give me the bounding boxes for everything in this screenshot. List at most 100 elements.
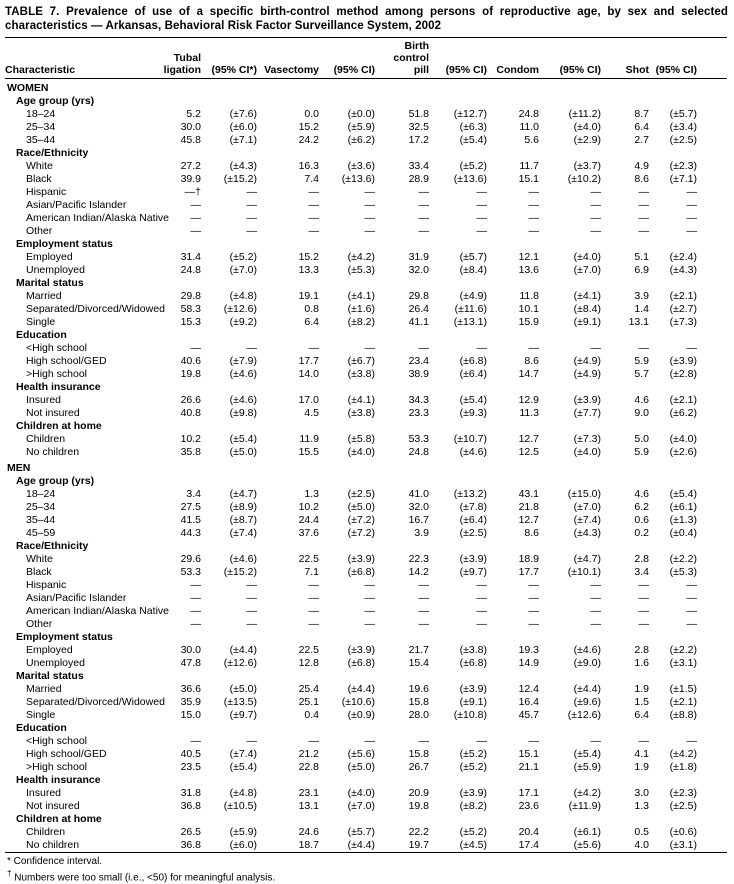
ci-cell: — <box>686 186 698 198</box>
value-cell: 23.4 <box>408 355 429 367</box>
group-label: Children at home <box>16 420 102 432</box>
group-row: Age group (yrs) <box>5 95 727 108</box>
ci-cell: — <box>364 186 376 198</box>
value-cell: 19.6 <box>408 683 429 695</box>
row-characteristic: White <box>26 553 53 565</box>
value-cell: 17.2 <box>408 134 429 146</box>
value-cell: 44.3 <box>180 527 201 539</box>
row-characteristic: Not insured <box>26 800 80 812</box>
ci-cell: (±3.1) <box>669 839 697 851</box>
ci-cell: (±12.6) <box>567 709 601 721</box>
ci-cell: (±5.2) <box>229 251 257 263</box>
table-row: No children 36.8 (±6.0) 18.7 (±4.4) 19.7 (±4.5… <box>5 839 727 853</box>
value-cell: 32.0 <box>408 264 429 276</box>
ci-cell: (±12.6) <box>223 657 257 669</box>
ci-cell: (±7.3) <box>573 433 601 445</box>
group-row: Health insurance <box>5 774 727 787</box>
ci-cell: — <box>246 225 258 237</box>
ci-cell: — <box>476 592 488 604</box>
ci-cell: (±6.0) <box>229 121 257 133</box>
value-cell: 22.5 <box>298 644 319 656</box>
row-characteristic: No children <box>26 839 80 851</box>
table-row: Not insured 36.8 (±10.5) 13.1 (±7.0) 19.8 (±8.… <box>5 800 727 813</box>
value-cell: 9.0 <box>634 407 649 419</box>
value-cell: 5.6 <box>524 134 539 146</box>
ci-cell: (±2.5) <box>669 800 697 812</box>
value-cell: 39.9 <box>180 173 201 185</box>
row-characteristic: Unemployed <box>26 657 85 669</box>
value-cell: 0.5 <box>634 826 649 838</box>
ci-cell: (±4.2) <box>669 748 697 760</box>
value-cell: 31.8 <box>180 787 201 799</box>
table-row: Separated/Divorced/Widowed 35.9 (±13.5) 25.… <box>5 696 727 709</box>
ci-cell: (±4.6) <box>229 553 257 565</box>
row-characteristic: Insured <box>26 394 62 406</box>
ci-cell: (±6.2) <box>347 134 375 146</box>
ci-cell: (±8.4) <box>573 303 601 315</box>
ci-cell: (±7.1) <box>669 173 697 185</box>
value-cell: — <box>528 225 540 237</box>
section-label: MEN <box>7 462 31 474</box>
ci-cell: (±3.8) <box>347 368 375 380</box>
group-row: Health insurance <box>5 381 727 394</box>
ci-cell: (±5.2) <box>459 748 487 760</box>
row-characteristic: White <box>26 160 53 172</box>
value-cell: 45.8 <box>180 134 201 146</box>
table-row: White 27.2 (±4.3) 16.3 (±3.6) 33.4 (±5.2) 11.7 (… <box>5 160 727 173</box>
value-cell: — <box>308 342 320 354</box>
value-cell: — <box>528 735 540 747</box>
value-cell: — <box>418 592 430 604</box>
table-row: American Indian/Alaska Native — — — — — — — — — — <box>5 605 727 618</box>
ci-cell: (±4.4) <box>347 839 375 851</box>
value-cell: — <box>418 735 430 747</box>
ci-cell: (±7.8) <box>459 501 487 513</box>
value-cell: —† <box>184 186 201 198</box>
value-cell: 26.4 <box>408 303 429 315</box>
value-cell: 11.3 <box>519 407 539 419</box>
ci-cell: (±9.1) <box>573 316 601 328</box>
ci-cell: — <box>590 342 602 354</box>
row-characteristic: Children <box>26 433 66 445</box>
row-characteristic: High school/GED <box>26 748 107 760</box>
ci-cell: (±5.7) <box>347 826 375 838</box>
value-cell: 0.2 <box>634 527 649 539</box>
value-cell: 11.9 <box>299 433 319 445</box>
value-cell: 6.2 <box>634 501 649 513</box>
ci-cell: (±6.8) <box>459 355 487 367</box>
ci-cell: (±8.4) <box>459 264 487 276</box>
value-cell: 11.8 <box>519 290 539 302</box>
table-row: 45–59 44.3 (±7.4) 37.6 (±7.2) 3.9 (±2.5) 8.6 (±4… <box>5 527 727 540</box>
value-cell: — <box>190 225 202 237</box>
value-cell: 19.7 <box>408 839 429 851</box>
ci-cell: (±6.3) <box>459 121 487 133</box>
ci-cell: (±8.2) <box>347 316 375 328</box>
value-cell: 43.1 <box>518 488 539 500</box>
ci-cell: (±6.1) <box>573 826 601 838</box>
value-cell: — <box>638 605 650 617</box>
ci-cell: (±7.9) <box>229 355 257 367</box>
value-cell: 10.1 <box>518 303 539 315</box>
value-cell: 47.8 <box>180 657 201 669</box>
ci-cell: — <box>686 605 698 617</box>
value-cell: 53.3 <box>180 566 201 578</box>
row-characteristic: Insured <box>26 787 62 799</box>
ci-cell: (±4.7) <box>573 553 601 565</box>
ci-cell: (±8.8) <box>669 709 697 721</box>
ci-cell: (±1.3) <box>669 514 697 526</box>
ci-cell: (±9.7) <box>459 566 487 578</box>
table-row: Single 15.0 (±9.7) 0.4 (±0.9) 28.0 (±10.8) 45.7… <box>5 709 727 722</box>
table-row: High school/GED 40.5 (±7.4) 21.2 (±5.6) 15.8 (… <box>5 748 727 761</box>
value-cell: — <box>308 618 320 630</box>
ci-cell: (±3.8) <box>459 644 487 656</box>
value-cell: 2.7 <box>634 134 649 146</box>
value-cell: 17.7 <box>298 355 319 367</box>
ci-cell: (±10.7) <box>453 433 487 445</box>
ci-cell: (±11.6) <box>454 303 487 315</box>
value-cell: — <box>308 199 320 211</box>
ci-cell: — <box>246 605 258 617</box>
value-cell: 19.1 <box>298 290 319 302</box>
group-label: Marital status <box>16 277 84 289</box>
ci-cell: (±6.2) <box>669 407 697 419</box>
ci-cell: (±4.1) <box>347 290 375 302</box>
table-row: Insured 31.8 (±4.8) 23.1 (±4.0) 20.9 (±3.9) 17.… <box>5 787 727 800</box>
